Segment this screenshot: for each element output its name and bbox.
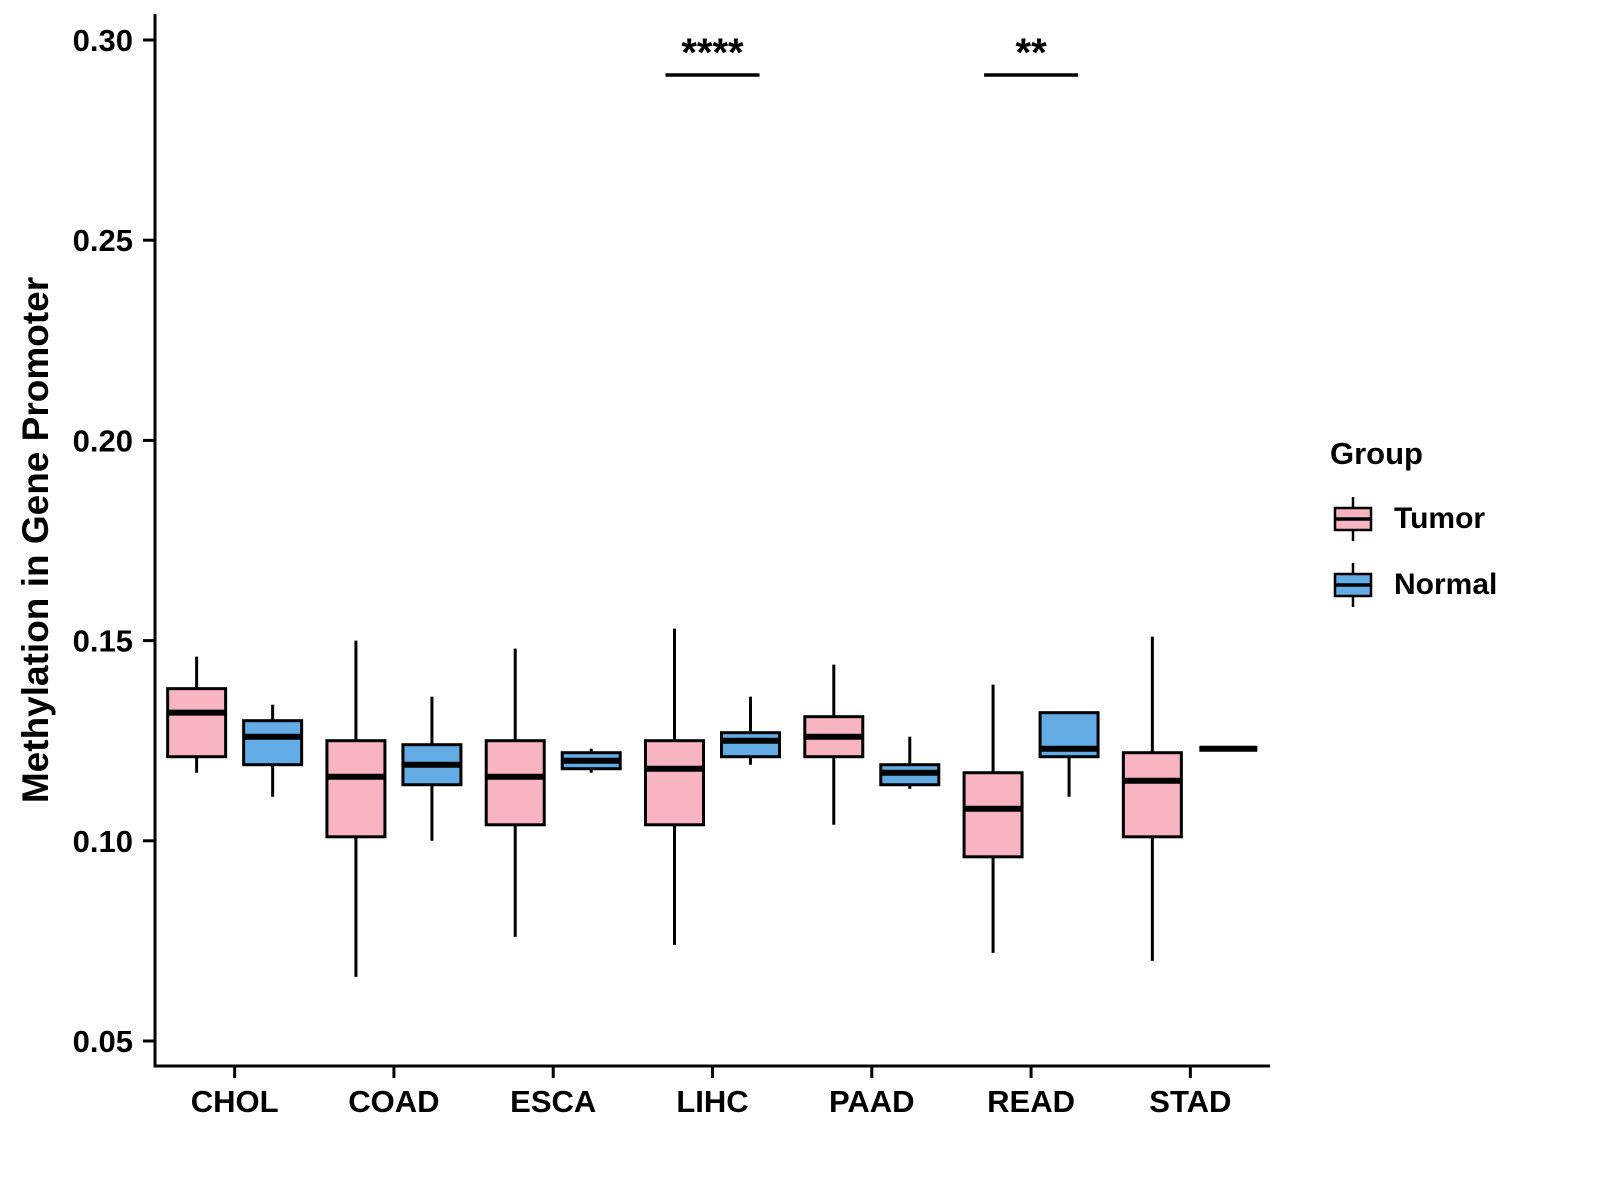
y-tick-label: 0.10: [73, 824, 133, 859]
legend-label-tumor: Tumor: [1394, 502, 1486, 535]
legend-label-normal: Normal: [1394, 568, 1498, 601]
legend: Group Tumor Normal: [1330, 436, 1497, 626]
box-normal-paad: [879, 736, 941, 789]
y-tick-label: 0.25: [73, 223, 133, 258]
x-tick-label-stad: STAD: [1149, 1084, 1231, 1119]
box-normal-esca: [560, 748, 622, 773]
significance-label-read: **: [1016, 31, 1048, 75]
y-tick-label: 0.05: [73, 1024, 133, 1059]
significance-label-lihc: ****: [681, 31, 744, 75]
box-tumor-chol: [166, 656, 228, 773]
x-tick-label-esca: ESCA: [510, 1084, 596, 1119]
box-normal-read: [1038, 711, 1100, 797]
box-normal-coad: [401, 696, 463, 841]
tumor-boxplot-glyph: [1333, 497, 1373, 541]
x-tick-label-chol: CHOL: [191, 1084, 279, 1119]
x-tick-label-coad: COAD: [348, 1084, 439, 1119]
x-tick-label-read: READ: [987, 1084, 1075, 1119]
normal-boxplot-glyph: [1333, 563, 1373, 607]
box-tumor-stad: [1121, 636, 1183, 961]
x-tick-label-lihc: LIHC: [676, 1084, 748, 1119]
box-tumor-esca: [484, 648, 546, 937]
box-tumor-lihc: [644, 628, 705, 945]
box-tumor-paad: [803, 664, 865, 825]
legend-item-tumor: Tumor: [1330, 494, 1497, 544]
y-tick-label: 0.30: [73, 23, 133, 58]
y-tick-label: 0.15: [73, 624, 133, 659]
box-tumor-coad: [325, 640, 387, 977]
legend-title: Group: [1330, 436, 1423, 471]
box-normal-chol: [242, 704, 304, 797]
box-normal-lihc: [720, 696, 781, 765]
y-axis-title: Methylation in Gene Promoter: [15, 276, 56, 804]
x-tick-label-paad: PAAD: [829, 1084, 915, 1119]
legend-item-normal: Normal: [1330, 560, 1497, 610]
y-tick-label: 0.20: [73, 423, 133, 458]
box-tumor-read: [962, 684, 1024, 953]
